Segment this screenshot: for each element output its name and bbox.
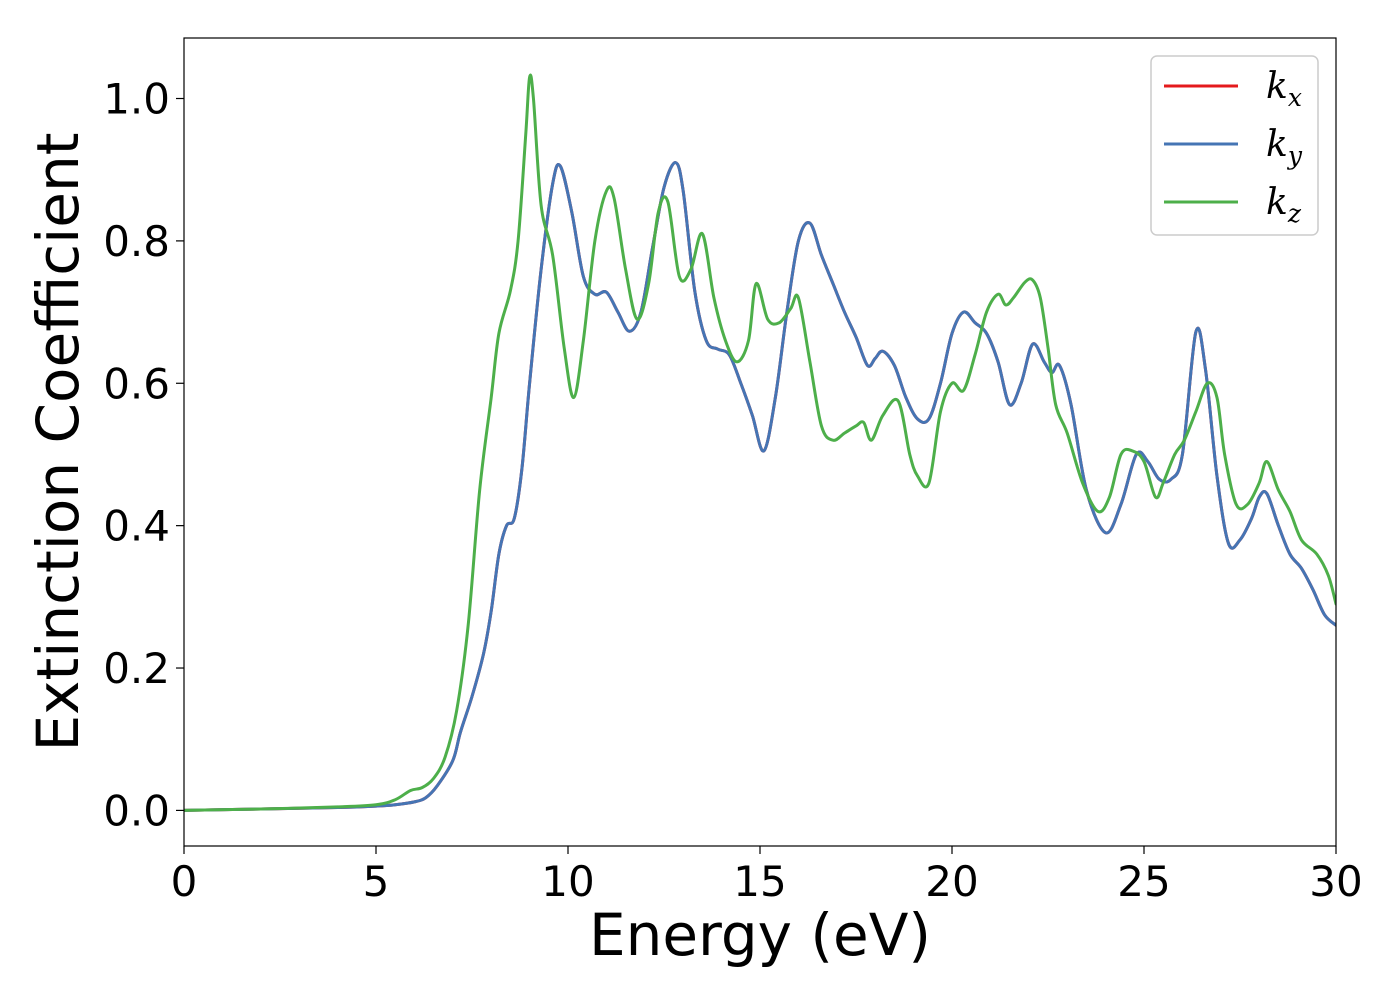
series-line-kz bbox=[184, 73, 1336, 812]
series-layer bbox=[184, 73, 1336, 812]
series-line-ky bbox=[184, 161, 1336, 812]
legend: kx ky kz bbox=[1150, 55, 1319, 236]
y-tick-label: 1.0 bbox=[103, 75, 170, 124]
x-tick-label: 25 bbox=[1117, 857, 1170, 906]
x-tick-label: 15 bbox=[733, 857, 786, 906]
y-tick-label: 0.0 bbox=[103, 786, 170, 835]
y-tick-label: 0.8 bbox=[103, 217, 170, 266]
legend-label-kx: kx bbox=[1266, 66, 1302, 112]
x-tick-label: 30 bbox=[1309, 857, 1362, 906]
y-axis: 0.0 0.2 0.4 0.6 0.8 1.0 bbox=[103, 75, 184, 835]
legend-label-kz: kz bbox=[1266, 182, 1302, 228]
y-tick-label: 0.2 bbox=[103, 644, 170, 693]
x-tick-label: 10 bbox=[541, 857, 594, 906]
y-tick-label: 0.6 bbox=[103, 359, 170, 408]
y-axis-title: Extinction Coefficient bbox=[24, 133, 92, 752]
legend-label-ky: ky bbox=[1266, 124, 1303, 170]
y-tick-label: 0.4 bbox=[103, 502, 170, 551]
x-tick-label: 20 bbox=[925, 857, 978, 906]
x-axis: 0 5 10 15 20 25 30 bbox=[171, 846, 1363, 906]
x-axis-title: Energy (eV) bbox=[589, 901, 931, 969]
x-tick-label: 5 bbox=[363, 857, 390, 906]
x-tick-label: 0 bbox=[171, 857, 198, 906]
